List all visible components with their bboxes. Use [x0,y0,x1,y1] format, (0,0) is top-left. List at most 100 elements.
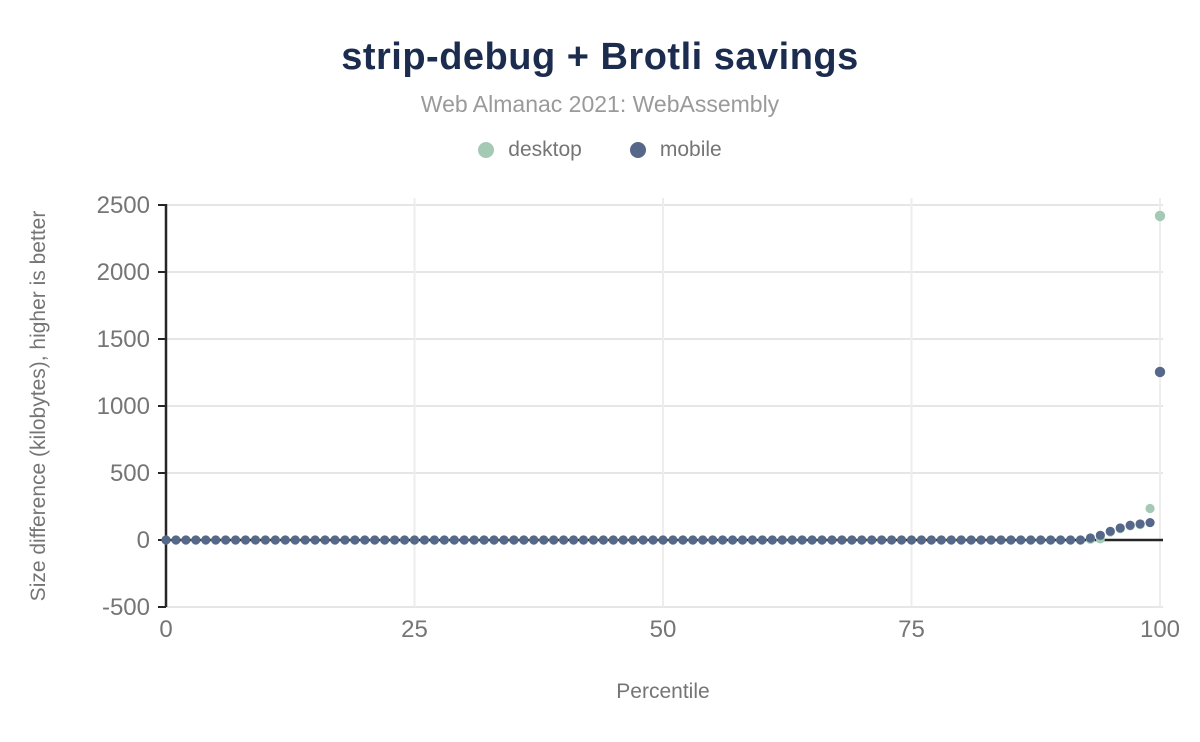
data-point [986,535,996,545]
data-point [1145,503,1155,514]
data-point [310,535,320,545]
y-tick-label: -500 [102,594,150,621]
mobile-swatch-icon [629,142,646,158]
data-point [688,535,698,545]
data-point [1065,535,1076,545]
legend-item-desktop[interactable]: desktop [478,138,582,162]
data-point [837,535,847,545]
data-point [240,535,251,545]
data-point [1046,535,1056,545]
data-point [1145,517,1155,528]
y-gridlines [166,204,1163,608]
y-tick-label: 2500 [97,192,150,219]
data-point [628,535,638,545]
y-tick-labels: -500 0 500 1000 1500 2000 2500 [97,192,150,621]
data-point [211,535,221,545]
data-point [648,535,658,545]
data-point [1056,535,1066,545]
data-point [429,535,439,545]
x-tick-label: 75 [898,616,925,643]
data-point [191,535,201,545]
data-point [320,535,330,545]
data-point [578,535,589,545]
legend-label-mobile: mobile [659,138,722,161]
data-point [737,535,748,545]
x-tick-label: 25 [401,616,428,643]
data-point [598,535,608,545]
data-point [499,535,509,545]
data-point [380,535,390,545]
x-axis-title: Percentile [616,680,709,703]
data-point [867,535,877,545]
data-point [966,535,976,545]
y-axis-title: Size difference (kilobytes), higher is b… [27,211,50,602]
data-point [906,535,917,545]
legend: desktop mobile [0,138,1200,162]
data-point [181,535,191,545]
data-point [708,535,718,545]
data-point [300,535,310,545]
data-point [588,535,599,545]
data-point [519,535,529,545]
data-point [1085,533,1096,543]
data-point [479,535,489,545]
x-tick-labels: 0 25 50 75 100 [159,616,1180,643]
data-point [1125,520,1135,530]
data-point [718,535,728,545]
data-point [777,535,787,545]
data-point [201,535,211,545]
series-mobile [161,366,1166,545]
data-point [280,535,290,545]
chart-subtitle: Web Almanac 2021: WebAssembly [420,91,780,117]
data-point [439,535,449,545]
data-point [936,535,946,545]
desktop-swatch-icon [478,142,495,158]
data-point [887,535,897,545]
legend-item-mobile[interactable]: mobile [629,138,722,162]
data-point [1036,535,1046,545]
data-point [539,535,549,545]
y-tick-label: 500 [110,460,150,487]
data-point [767,535,777,545]
data-point [568,535,579,545]
data-point [1154,366,1166,378]
data-point [996,535,1006,545]
data-point [618,535,628,545]
y-tick-label: 1500 [97,326,150,353]
data-point [370,535,380,545]
data-point [797,535,807,545]
data-point [757,535,768,545]
data-point [559,535,569,545]
data-point [787,535,797,545]
data-point [489,535,499,545]
data-point [1105,526,1115,536]
data-point [807,535,817,545]
data-point [608,535,618,545]
data-point [529,535,539,545]
x-gridlines [413,198,1161,607]
chart-header: strip-debug + Brotli savings Web Almanac… [0,0,1200,162]
data-point [221,535,231,545]
data-point [171,535,181,545]
data-point [360,535,370,545]
data-point [419,535,430,545]
data-point [877,535,887,545]
data-point [399,535,410,545]
x-tick-label: 100 [1140,616,1180,643]
data-point [1026,535,1036,545]
x-tick-label: 50 [650,616,677,643]
data-point [161,535,171,545]
data-point [638,535,648,545]
data-point [896,535,907,545]
data-point [270,535,280,545]
data-point [350,535,360,545]
data-point [509,535,519,545]
data-point [847,535,857,545]
data-point [260,535,270,545]
data-point [827,535,837,545]
data-point [956,535,966,545]
y-tick-label: 1000 [97,393,150,420]
data-point [727,535,738,545]
data-point [1115,523,1125,533]
